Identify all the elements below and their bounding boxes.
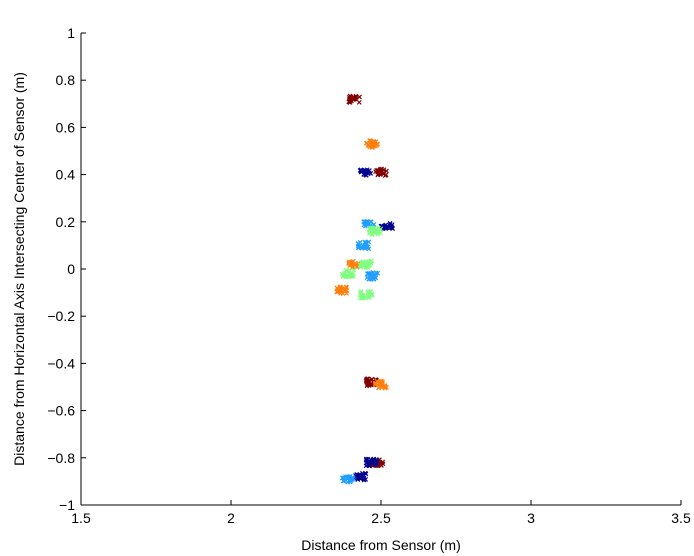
y-tick-label: −0.4 xyxy=(47,355,75,371)
data-point xyxy=(363,456,380,469)
x-axis-label: Distance from Sensor (m) xyxy=(301,537,460,553)
y-tick-label: −0.2 xyxy=(47,308,75,324)
data-point xyxy=(366,225,384,238)
data-points xyxy=(334,93,396,485)
data-point xyxy=(373,166,389,178)
y-tick-label: 0 xyxy=(67,261,75,277)
data-point xyxy=(364,270,381,282)
data-point xyxy=(372,378,389,391)
data-point xyxy=(339,267,357,280)
data-point xyxy=(355,239,372,252)
data-point xyxy=(361,218,377,230)
y-axis-label: Distance from Horizontal Axis Intersecti… xyxy=(11,72,27,466)
y-tick-label: 1 xyxy=(67,25,75,41)
y-tick-label: −0.8 xyxy=(47,450,75,466)
x-tick-label: 3 xyxy=(527,510,535,526)
data-point xyxy=(357,167,374,178)
data-point xyxy=(346,93,362,105)
axis-ticks: 1.5 2 2.5 3 3.5 −1 −0.8 −0.6 −0.4 −0.2 0 0.2 0.4 0.6 0… xyxy=(47,25,691,526)
y-tick-label: 0.6 xyxy=(56,119,76,135)
plot-axes xyxy=(80,33,681,506)
data-point xyxy=(334,284,350,296)
data-point xyxy=(357,289,375,301)
data-point xyxy=(352,470,369,483)
data-point xyxy=(357,258,375,271)
y-tick-label: 0.4 xyxy=(56,167,76,183)
x-tick-label: 2.5 xyxy=(371,510,391,526)
y-tick-label: −1 xyxy=(59,497,75,513)
x-tick-label: 3.5 xyxy=(671,510,691,526)
y-tick-label: 0.8 xyxy=(56,72,76,88)
y-tick-label: 0.2 xyxy=(56,214,76,230)
data-point xyxy=(363,138,381,150)
x-tick-label: 1.5 xyxy=(71,510,91,526)
data-point xyxy=(378,221,396,232)
y-tick-label: −0.6 xyxy=(47,403,75,419)
x-tick-label: 2 xyxy=(227,510,235,526)
data-point xyxy=(339,474,356,485)
